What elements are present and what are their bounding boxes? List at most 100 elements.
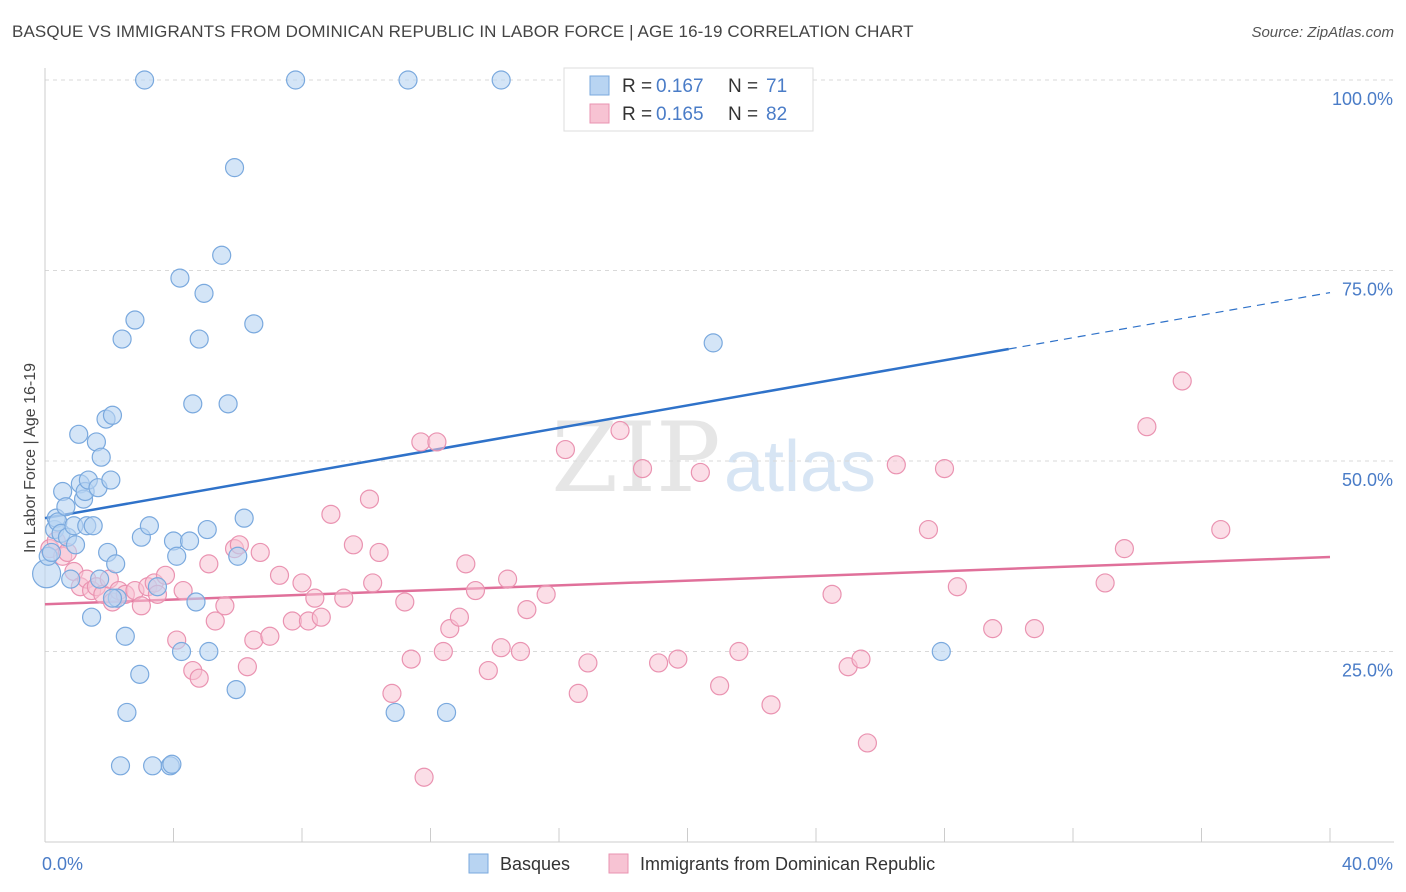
point-dominican (260, 626, 280, 646)
point-dominican (517, 599, 537, 620)
y-tick-label: 50.0% (1342, 470, 1393, 490)
point-dominican (1211, 519, 1231, 540)
point-dominican (131, 596, 151, 616)
point-dominican (555, 439, 576, 460)
point-basque (102, 588, 123, 608)
point-basque (143, 756, 163, 776)
point-basque (224, 158, 245, 178)
point-dominican (886, 455, 906, 475)
point-basque (171, 641, 192, 662)
point-basque (147, 577, 168, 597)
point-basque (931, 641, 951, 662)
watermark-zip: ZIP (551, 402, 720, 514)
point-dominican (710, 676, 730, 696)
y-tick-label: 100.0% (1332, 89, 1393, 109)
point-basque (170, 268, 190, 288)
point-dominican (536, 584, 556, 604)
trendline-basque-extension (1008, 292, 1331, 350)
point-dominican (510, 641, 531, 662)
point-dominican (578, 653, 598, 673)
point-dominican (449, 607, 470, 627)
stats-swatch-basque (589, 75, 610, 96)
point-basque (186, 592, 206, 612)
point-dominican (491, 638, 511, 658)
point-dominican (610, 420, 630, 441)
stats-dominican-r-value: 0.165 (656, 104, 704, 125)
point-dominican (205, 611, 225, 631)
point-dominican (1024, 619, 1045, 639)
point-basque (385, 702, 405, 723)
stats-legend: R = 0.167 N = 71 R = 0.165 N = 82 (563, 67, 814, 132)
point-dominican (918, 519, 939, 540)
legend-swatch-basque (468, 853, 489, 874)
point-dominican (478, 660, 498, 681)
point-dominican (498, 569, 518, 589)
point-basque (234, 508, 254, 528)
point-dominican (690, 462, 710, 483)
point-dominican (189, 668, 209, 688)
point-basque (91, 447, 111, 467)
point-dominican (934, 459, 955, 479)
point-basque (162, 754, 182, 774)
point-basque (90, 569, 110, 589)
point-basque (703, 333, 723, 353)
point-basque (83, 516, 103, 536)
point-basque (139, 516, 160, 536)
stats-swatch-dominican (589, 103, 610, 124)
point-basque (218, 394, 238, 414)
point-dominican (983, 619, 1003, 639)
point-basque (41, 542, 62, 563)
point-basque (125, 310, 145, 330)
point-dominican (321, 504, 341, 524)
stats-dominican-n-label: N = (728, 104, 758, 125)
point-dominican (237, 657, 257, 677)
point-basque (115, 626, 135, 646)
point-basque (134, 70, 155, 90)
point-dominican (269, 565, 290, 585)
point-dominican (305, 588, 325, 608)
point-dominican (851, 649, 871, 669)
point-dominican (173, 580, 193, 601)
point-basque (244, 314, 264, 334)
point-dominican (465, 580, 486, 601)
series-legend: Basques Immigrants from Dominican Republ… (468, 853, 935, 874)
point-dominican (199, 554, 219, 574)
point-basque (117, 702, 137, 723)
point-dominican (363, 573, 383, 593)
legend-label-dominican: Immigrants from Dominican Republic (640, 854, 935, 874)
trendlines (44, 292, 1331, 606)
point-dominican (395, 592, 415, 612)
stats-basque-n-label: N = (728, 76, 758, 97)
stats-dominican-n-value: 82 (766, 104, 787, 125)
series-basque-points (32, 70, 951, 776)
point-basque (56, 497, 76, 517)
trendline-dominican (44, 555, 1331, 606)
point-basque (212, 245, 232, 265)
axes (44, 68, 1394, 843)
point-dominican (292, 573, 312, 593)
point-dominican (311, 607, 331, 627)
point-dominican (1172, 371, 1192, 391)
point-basque (199, 641, 219, 662)
point-dominican (456, 554, 476, 574)
point-dominican (401, 649, 421, 669)
tick-labels: 25.0% 50.0% 75.0% 100.0% 0.0% 40.0% (42, 89, 1393, 874)
point-basque (167, 546, 187, 566)
point-dominican (1137, 417, 1157, 437)
point-dominican (215, 596, 235, 616)
x-tick-label-max: 40.0% (1342, 854, 1393, 874)
source-label: Source: ZipAtlas.com (1251, 24, 1394, 41)
trendline-basque (44, 347, 1009, 520)
chart-title: BASQUE VS IMMIGRANTS FROM DOMINICAN REPU… (12, 22, 914, 41)
point-basque (101, 470, 121, 490)
y-tick-label: 25.0% (1342, 661, 1393, 681)
stats-basque-n-value: 71 (766, 76, 787, 97)
point-basque (194, 283, 214, 303)
point-dominican (433, 641, 453, 662)
point-basque (189, 329, 209, 349)
point-basque (81, 607, 102, 627)
point-basque (65, 535, 86, 555)
point-basque (106, 554, 126, 574)
point-basque (69, 424, 89, 444)
